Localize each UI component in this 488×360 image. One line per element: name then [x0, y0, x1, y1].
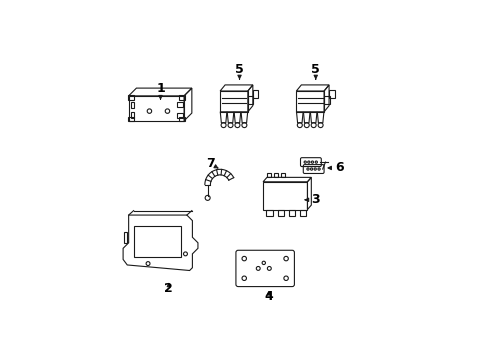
Text: 4: 4 [264, 290, 272, 303]
Text: 5: 5 [311, 63, 320, 79]
Text: 2: 2 [164, 282, 173, 295]
Text: 3: 3 [305, 193, 320, 206]
Bar [281, 174, 285, 177]
Text: 6: 6 [327, 161, 343, 175]
Bar [267, 174, 270, 177]
Text: 5: 5 [235, 63, 244, 79]
Text: 7: 7 [205, 157, 218, 170]
Text: 1: 1 [156, 82, 164, 99]
Bar [274, 174, 278, 177]
